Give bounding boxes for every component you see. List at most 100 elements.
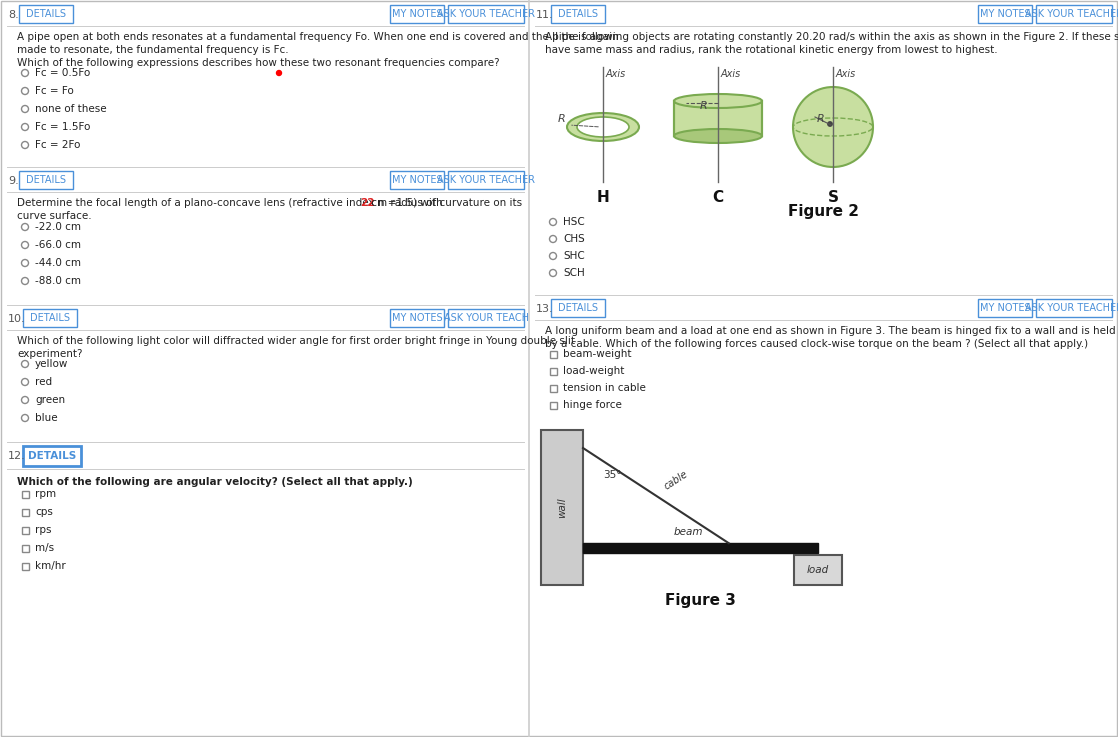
Text: red: red	[35, 377, 53, 387]
Text: R: R	[557, 114, 565, 124]
Text: rps: rps	[35, 525, 51, 535]
Text: -88.0 cm: -88.0 cm	[35, 276, 80, 286]
Text: Fc = Fo: Fc = Fo	[35, 86, 74, 96]
Text: wall: wall	[557, 497, 567, 518]
Text: cm radius of curvature on its: cm radius of curvature on its	[368, 198, 522, 208]
Text: 35°: 35°	[603, 470, 622, 480]
Bar	[551, 299, 605, 317]
Text: green: green	[35, 395, 65, 405]
Text: tension in cable: tension in cable	[563, 383, 646, 393]
Text: ASK YOUR TEACHER: ASK YOUR TEACHER	[1025, 9, 1118, 19]
Text: rpm: rpm	[35, 489, 56, 499]
Text: beam-weight: beam-weight	[563, 349, 632, 359]
Text: have same mass and radius, rank the rotational kinetic energy from lowest to hig: have same mass and radius, rank the rota…	[544, 45, 997, 55]
Text: Fc = 2Fo: Fc = 2Fo	[35, 140, 80, 150]
Text: load: load	[807, 565, 830, 575]
Text: Axis: Axis	[721, 69, 741, 79]
Text: DETAILS: DETAILS	[558, 303, 598, 313]
Bar	[21, 562, 28, 570]
Text: DETAILS: DETAILS	[26, 9, 66, 19]
Bar	[1036, 5, 1112, 23]
Text: beam: beam	[674, 527, 703, 537]
Text: MY NOTES: MY NOTES	[391, 175, 443, 185]
Text: SHC: SHC	[563, 251, 585, 261]
Text: R: R	[817, 114, 825, 124]
Text: none of these: none of these	[35, 104, 106, 114]
Text: All the following objects are rotating constantly 20.20 rad/s within the axis as: All the following objects are rotating c…	[544, 32, 1118, 42]
Bar	[448, 5, 524, 23]
Text: S: S	[827, 190, 838, 205]
Text: ASK YOUR TEACHER: ASK YOUR TEACHER	[437, 9, 536, 19]
Text: R: R	[700, 101, 708, 111]
Text: Which of the following are angular velocity? (Select all that apply.): Which of the following are angular veloc…	[17, 477, 413, 487]
Bar	[21, 509, 28, 515]
Text: by a cable. Which of the following forces caused clock-wise torque on the beam ?: by a cable. Which of the following force…	[544, 339, 1088, 349]
Text: ASK YOUR TEACHER: ASK YOUR TEACHER	[1025, 303, 1118, 313]
Text: MY NOTES: MY NOTES	[391, 313, 443, 323]
Text: 12.: 12.	[8, 451, 26, 461]
Text: MY NOTES: MY NOTES	[391, 9, 443, 19]
Bar	[390, 171, 444, 189]
Bar	[19, 5, 73, 23]
Text: 22: 22	[360, 198, 375, 208]
Bar	[550, 351, 557, 357]
Bar	[23, 446, 80, 466]
Text: experiment?: experiment?	[17, 349, 83, 359]
Text: MY NOTES: MY NOTES	[979, 303, 1031, 313]
Circle shape	[827, 122, 832, 126]
Bar	[582, 543, 818, 553]
Text: -44.0 cm: -44.0 cm	[35, 258, 80, 268]
Text: Fc = 1.5Fo: Fc = 1.5Fo	[35, 122, 91, 132]
Text: DETAILS: DETAILS	[28, 451, 76, 461]
Bar	[550, 402, 557, 408]
Text: km/hr: km/hr	[35, 561, 66, 571]
Text: HSC: HSC	[563, 217, 585, 227]
Text: -66.0 cm: -66.0 cm	[35, 240, 80, 250]
Text: MY NOTES: MY NOTES	[979, 9, 1031, 19]
Bar	[978, 5, 1032, 23]
Text: H: H	[597, 190, 609, 205]
Ellipse shape	[674, 129, 762, 143]
Text: Which of the following expressions describes how these two resonant frequencies : Which of the following expressions descr…	[17, 58, 500, 68]
Text: ASK YOUR TEACH: ASK YOUR TEACH	[444, 313, 529, 323]
Text: A pipe open at both ends resonates at a fundamental frequency Fo. When one end i: A pipe open at both ends resonates at a …	[17, 32, 618, 42]
Bar	[674, 101, 762, 136]
Text: DETAILS: DETAILS	[558, 9, 598, 19]
Text: DETAILS: DETAILS	[30, 313, 70, 323]
Bar	[541, 430, 582, 585]
Text: Fc = 0.5Fo: Fc = 0.5Fo	[35, 68, 91, 78]
Bar	[551, 5, 605, 23]
Ellipse shape	[674, 94, 762, 108]
Text: A long uniform beam and a load at one end as shown in Figure 3. The beam is hing: A long uniform beam and a load at one en…	[544, 326, 1118, 336]
Text: 10.: 10.	[8, 314, 26, 324]
Text: Figure 2: Figure 2	[788, 204, 859, 219]
Bar	[23, 309, 77, 327]
Text: Which of the following light color will diffracted wider angle for first order b: Which of the following light color will …	[17, 336, 575, 346]
Bar	[21, 526, 28, 534]
Text: Figure 3: Figure 3	[665, 593, 736, 608]
Bar	[19, 171, 73, 189]
Bar	[448, 171, 524, 189]
Bar	[550, 385, 557, 391]
Text: -22.0 cm: -22.0 cm	[35, 222, 80, 232]
Text: C: C	[712, 190, 723, 205]
Text: cps: cps	[35, 507, 53, 517]
Text: 13.: 13.	[536, 304, 553, 314]
Bar	[21, 545, 28, 551]
Bar	[21, 491, 28, 497]
Bar	[448, 309, 524, 327]
Text: ASK YOUR TEACHER: ASK YOUR TEACHER	[437, 175, 536, 185]
Text: curve surface.: curve surface.	[17, 211, 92, 221]
Text: DETAILS: DETAILS	[26, 175, 66, 185]
Text: 9.: 9.	[8, 176, 19, 186]
Bar	[550, 368, 557, 374]
Text: m/s: m/s	[35, 543, 54, 553]
Text: CHS: CHS	[563, 234, 585, 244]
Bar	[1036, 299, 1112, 317]
Circle shape	[793, 87, 873, 167]
Text: 11.: 11.	[536, 10, 553, 20]
Text: Determine the focal length of a plano-concave lens (refractive index n =1.5) wit: Determine the focal length of a plano-co…	[17, 198, 446, 208]
Text: Axis: Axis	[836, 69, 856, 79]
Text: cable: cable	[662, 469, 690, 492]
Text: yellow: yellow	[35, 359, 68, 369]
